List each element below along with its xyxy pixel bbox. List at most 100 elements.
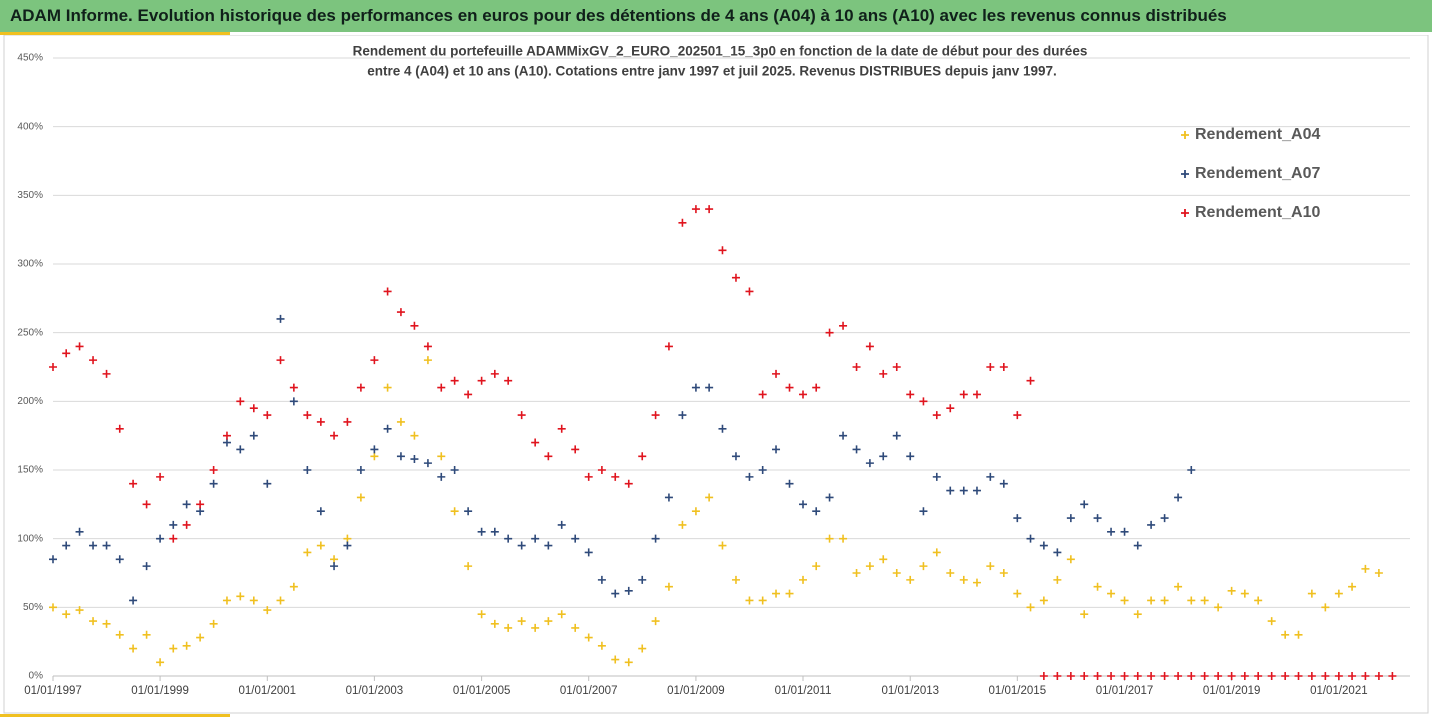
data-point bbox=[330, 562, 339, 571]
data-point bbox=[718, 424, 727, 433]
data-point bbox=[1348, 672, 1357, 680]
data-point bbox=[1160, 596, 1169, 605]
data-point bbox=[356, 466, 365, 474]
data-point bbox=[1174, 582, 1183, 591]
data-point bbox=[1107, 589, 1116, 598]
legend-marker bbox=[1181, 131, 1189, 139]
chart-subtitle: entre 4 (A04) et 10 ans (A10). Cotations… bbox=[367, 64, 1057, 79]
data-point bbox=[544, 541, 553, 550]
data-point bbox=[477, 527, 486, 536]
data-point bbox=[1066, 555, 1075, 564]
data-point bbox=[1361, 672, 1370, 680]
data-point bbox=[477, 610, 486, 619]
data-point bbox=[1294, 630, 1303, 639]
data-point bbox=[182, 520, 191, 529]
chart-border bbox=[3, 35, 1429, 714]
data-point bbox=[1107, 672, 1116, 680]
data-point bbox=[678, 520, 687, 529]
data-point bbox=[879, 369, 888, 378]
x-tick-label: 01/01/2017 bbox=[1096, 685, 1154, 697]
data-point bbox=[919, 507, 928, 516]
data-point bbox=[959, 575, 968, 584]
data-point bbox=[276, 596, 285, 605]
data-point bbox=[1174, 672, 1183, 680]
data-point bbox=[263, 411, 272, 420]
data-point bbox=[678, 411, 687, 420]
x-tick-label: 01/01/2015 bbox=[989, 685, 1047, 697]
data-point bbox=[1080, 672, 1089, 680]
data-point bbox=[959, 390, 968, 399]
data-point bbox=[1013, 589, 1022, 598]
data-point bbox=[89, 617, 98, 626]
y-tick-label: 250% bbox=[17, 327, 43, 338]
data-point bbox=[129, 596, 138, 605]
data-point bbox=[75, 527, 84, 536]
y-tick-label: 400% bbox=[17, 121, 43, 132]
data-point bbox=[209, 466, 218, 474]
data-point bbox=[839, 534, 848, 543]
y-tick-label: 200% bbox=[17, 396, 43, 407]
header-bar: ADAM Informe. Evolution historique des p… bbox=[0, 0, 1432, 32]
data-point bbox=[156, 658, 165, 667]
data-point bbox=[758, 466, 767, 474]
data-point bbox=[370, 452, 379, 461]
data-point bbox=[972, 390, 981, 399]
data-point bbox=[651, 411, 660, 420]
data-point bbox=[504, 376, 513, 385]
data-point bbox=[49, 363, 57, 371]
data-point bbox=[464, 562, 473, 571]
data-point bbox=[289, 383, 298, 392]
data-point bbox=[1080, 610, 1089, 619]
data-point bbox=[1147, 672, 1156, 680]
data-point bbox=[1026, 603, 1035, 612]
data-point bbox=[49, 603, 57, 612]
data-point bbox=[1013, 514, 1022, 523]
data-point bbox=[1240, 672, 1249, 680]
data-point bbox=[303, 548, 312, 557]
data-point bbox=[129, 479, 138, 488]
data-point bbox=[584, 633, 593, 642]
data-point bbox=[638, 644, 647, 653]
data-point bbox=[303, 411, 312, 420]
data-point bbox=[597, 575, 606, 584]
data-point bbox=[236, 592, 245, 601]
data-point bbox=[89, 356, 98, 365]
data-point bbox=[718, 246, 727, 255]
data-point bbox=[249, 404, 258, 413]
data-point bbox=[999, 479, 1008, 488]
data-point bbox=[1160, 672, 1169, 680]
data-point bbox=[624, 658, 633, 667]
data-point bbox=[370, 356, 379, 365]
data-point bbox=[785, 383, 794, 392]
data-point bbox=[812, 507, 821, 516]
data-point bbox=[584, 472, 593, 481]
data-point bbox=[182, 500, 191, 509]
data-point bbox=[1334, 589, 1343, 598]
data-point bbox=[1039, 596, 1048, 605]
data-point bbox=[758, 596, 767, 605]
data-point bbox=[1053, 672, 1062, 680]
data-point bbox=[691, 383, 700, 392]
data-point bbox=[932, 548, 941, 557]
data-point bbox=[1187, 596, 1196, 605]
x-tick-label: 01/01/2009 bbox=[667, 685, 725, 697]
data-point bbox=[1294, 672, 1303, 680]
data-point bbox=[758, 390, 767, 399]
x-tick-label: 01/01/1997 bbox=[24, 685, 82, 697]
legend-marker bbox=[1181, 170, 1189, 178]
data-point bbox=[799, 390, 808, 399]
data-point bbox=[531, 534, 540, 543]
data-point bbox=[410, 455, 419, 464]
data-point bbox=[972, 578, 981, 587]
data-point bbox=[517, 541, 526, 550]
data-point bbox=[584, 548, 593, 557]
data-point bbox=[1147, 596, 1156, 605]
data-point bbox=[477, 376, 486, 385]
data-point bbox=[571, 623, 580, 632]
data-point bbox=[852, 445, 861, 454]
data-point bbox=[906, 452, 915, 461]
data-point bbox=[169, 644, 178, 653]
data-point bbox=[356, 493, 365, 502]
data-point bbox=[879, 555, 888, 564]
